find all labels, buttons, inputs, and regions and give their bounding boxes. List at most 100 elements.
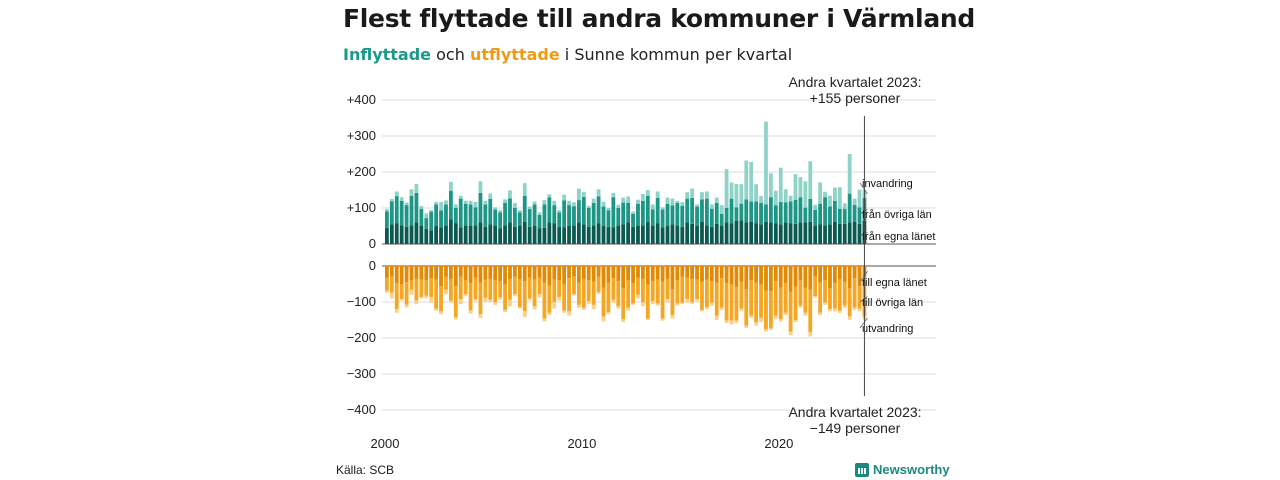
- bar-inflow-other: [798, 197, 803, 223]
- bar-outflow-other: [448, 278, 453, 301]
- bar-inflow-other: [483, 204, 488, 227]
- bar-inflow-immigration: [818, 182, 823, 204]
- bar-outflow-other: [631, 283, 635, 304]
- bar-inflow-immigration: [773, 190, 778, 206]
- bar-inflow-own: [439, 227, 443, 244]
- bar-outflow-emigration: [754, 322, 759, 326]
- bar-outflow-own: [409, 266, 414, 281]
- bar-inflow-immigration: [823, 191, 827, 198]
- bar-outflow-other: [483, 279, 488, 298]
- bar-inflow-own: [842, 223, 847, 244]
- bar-outflow-emigration: [709, 302, 714, 306]
- bar-outflow-other: [463, 280, 468, 295]
- bar-outflow-other: [847, 288, 852, 317]
- bar-inflow-other: [818, 203, 823, 225]
- bar-inflow-own: [478, 222, 483, 244]
- bar-outflow-own: [640, 266, 645, 279]
- bar-inflow-other: [463, 203, 468, 226]
- bar-outflow-emigration: [503, 309, 507, 313]
- bar-outflow-own: [596, 266, 601, 277]
- bar-inflow-other: [537, 214, 542, 229]
- bar-inflow-other: [680, 205, 685, 227]
- bar-inflow-immigration: [837, 187, 842, 209]
- bar-outflow-own: [512, 266, 517, 277]
- bar-inflow-other: [739, 203, 744, 221]
- bar-inflow-own: [389, 224, 394, 244]
- bar-outflow-own: [503, 266, 507, 285]
- bar-outflow-other: [399, 284, 404, 300]
- bar-inflow-other: [616, 208, 621, 226]
- bar-outflow-emigration: [719, 307, 724, 310]
- bar-inflow-other: [508, 198, 512, 223]
- bar-inflow-other: [778, 201, 783, 225]
- bar-inflow-other: [670, 205, 675, 225]
- x-axis: 2000 2010 2020: [371, 436, 794, 451]
- bar-inflow-immigration: [808, 161, 813, 199]
- bar-outflow-other: [709, 281, 714, 303]
- lower-y-tick-label: 0: [369, 258, 376, 273]
- bar-inflow-other: [690, 197, 695, 224]
- bar-inflow-immigration: [611, 192, 616, 198]
- bar-outflow-own: [586, 266, 591, 281]
- bar-inflow-immigration: [581, 191, 586, 197]
- bar-inflow-other: [828, 206, 832, 225]
- bar-inflow-other: [596, 196, 601, 224]
- bar-outflow-own: [631, 266, 635, 284]
- bar-outflow-emigration: [704, 307, 709, 310]
- bar-outflow-own: [557, 266, 562, 281]
- bar-outflow-other: [478, 282, 483, 315]
- bar-outflow-other: [419, 279, 424, 297]
- bar-outflow-other: [768, 291, 773, 328]
- bar-outflow-own: [576, 266, 581, 283]
- bar-inflow-own: [517, 226, 522, 244]
- bar-outflow-emigration: [616, 306, 621, 309]
- series-leader-line: [859, 182, 868, 195]
- bar-outflow-own: [650, 266, 655, 282]
- bar-inflow-immigration: [434, 201, 439, 205]
- bar-inflow-other: [714, 202, 719, 224]
- bar-outflow-other: [714, 282, 719, 316]
- bar-outflow-other: [532, 279, 537, 307]
- bar-outflow-own: [498, 266, 503, 282]
- bar-inflow-immigration: [453, 204, 458, 208]
- bar-inflow-own: [414, 222, 419, 244]
- bar-outflow-other: [601, 287, 606, 317]
- bar-outflow-emigration: [626, 307, 631, 311]
- bar-outflow-emigration: [434, 308, 439, 311]
- bar-outflow-other: [493, 280, 498, 302]
- series-label-in-imm: invandring: [862, 178, 913, 190]
- bar-outflow-other: [729, 284, 734, 321]
- bar-inflow-own: [823, 225, 827, 244]
- bar-outflow-emigration: [714, 315, 719, 320]
- bar-inflow-immigration: [626, 196, 631, 203]
- bar-inflow-other: [576, 200, 581, 223]
- newsworthy-logo-icon: [855, 462, 869, 477]
- bar-outflow-other: [473, 277, 478, 300]
- bar-outflow-other: [424, 280, 429, 296]
- bar-outflow-other: [557, 280, 562, 297]
- bar-outflow-own: [837, 266, 842, 279]
- bar-outflow-other: [537, 277, 542, 295]
- bar-outflow-emigration: [581, 307, 586, 310]
- bar-outflow-emigration: [567, 311, 571, 316]
- bar-inflow-own: [739, 220, 744, 244]
- bar-inflow-own: [690, 223, 695, 244]
- bar-outflow-other: [818, 282, 823, 313]
- bar-inflow-own: [783, 222, 788, 244]
- bar-outflow-other: [798, 280, 803, 306]
- bar-inflow-own: [576, 222, 581, 244]
- bar-inflow-immigration: [389, 199, 394, 202]
- bar-inflow-own: [788, 223, 793, 244]
- bar-outflow-other: [611, 278, 616, 300]
- x-tick-label: 2000: [371, 436, 400, 451]
- bar-outflow-other: [749, 280, 754, 316]
- bar-outflow-own: [660, 266, 665, 282]
- bar-outflow-own: [704, 266, 709, 280]
- bar-outflow-other: [793, 286, 798, 320]
- bar-inflow-own: [591, 225, 596, 244]
- bar-inflow-other: [675, 202, 680, 226]
- bar-outflow-own: [803, 266, 808, 288]
- bar-outflow-own: [842, 266, 847, 282]
- series-label-out-emig: utvandring: [862, 323, 913, 335]
- bar-outflow-emigration: [439, 311, 443, 315]
